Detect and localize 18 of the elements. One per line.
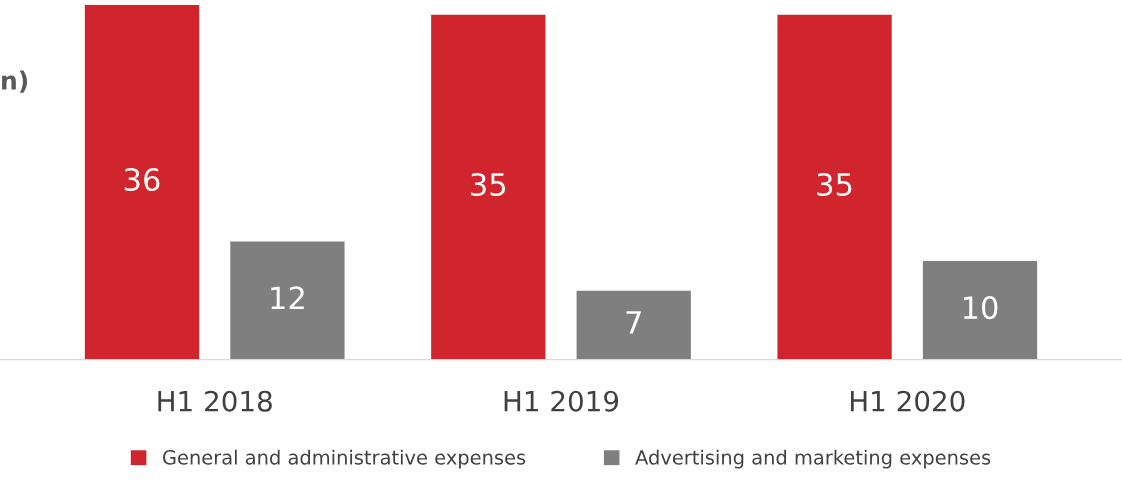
bar: [84, 4, 200, 360]
bar: [431, 14, 546, 360]
data-label: 35: [471, 172, 506, 197]
data-label: 10: [963, 296, 998, 320]
legend-label: Advertising and marketing expenses: [635, 449, 991, 469]
data-label: 36: [124, 168, 160, 192]
bar: [576, 290, 691, 360]
annotation: n): [2, 70, 28, 93]
legend-label: General and administrative expenses: [163, 449, 526, 469]
x-tick-label: H1 2019: [504, 390, 619, 412]
bar: [922, 261, 1038, 360]
data-label: 35: [817, 172, 852, 197]
data-label: 7: [626, 311, 641, 334]
bar: [230, 241, 345, 360]
data-label: 12: [271, 286, 304, 309]
x-tick-label: H1 2018: [158, 390, 272, 412]
x-tick-label: H1 2020: [850, 390, 965, 412]
bar: [777, 14, 892, 360]
